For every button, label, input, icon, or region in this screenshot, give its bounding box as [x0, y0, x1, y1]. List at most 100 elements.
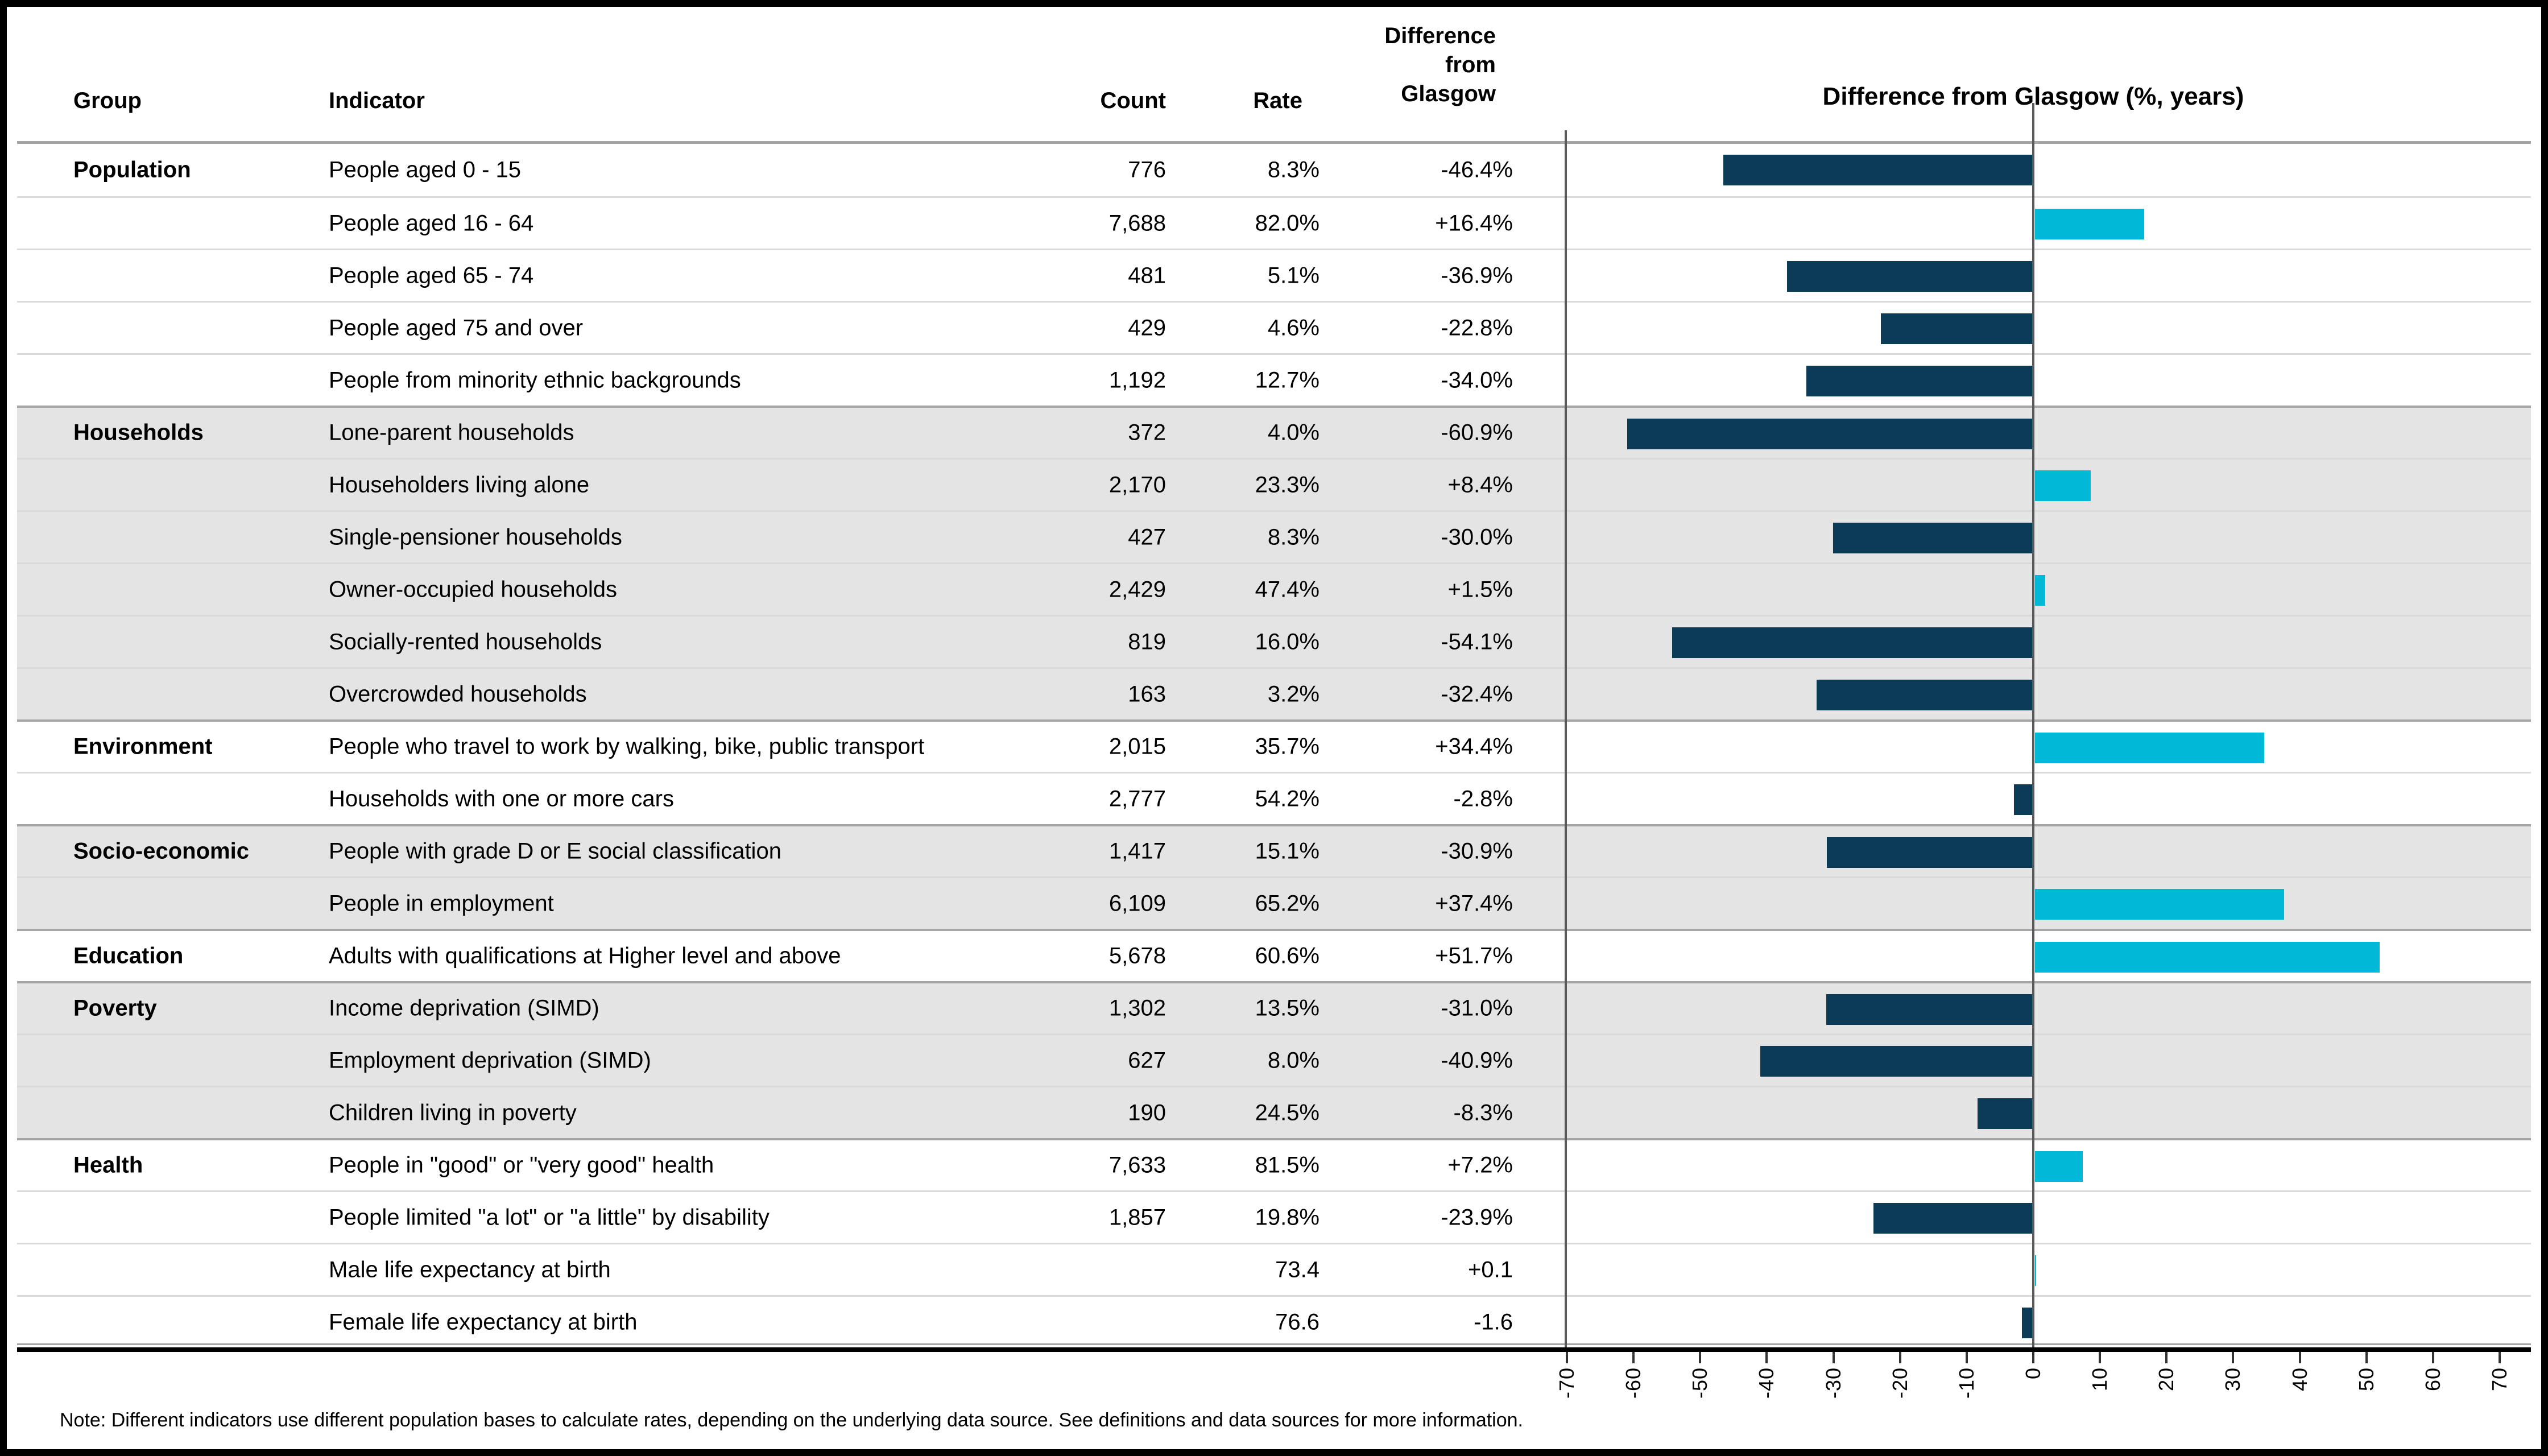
table-row: People from minority ethnic backgrounds 1… [17, 353, 2531, 406]
difference-value: -34.0% [1441, 367, 1513, 392]
indicator-label: People from minority ethnic backgrounds [329, 367, 741, 392]
axis-tick [1632, 1352, 1635, 1363]
column-header-count: Count [1100, 88, 1166, 113]
indicator-label: Adults with qualifications at Higher lev… [329, 943, 841, 969]
table-row: Socially-rented households 819 16.0% -54.1% [17, 615, 2531, 667]
axis-tick-label: -50 [1688, 1367, 1712, 1399]
indicator-label: Overcrowded households [329, 681, 587, 706]
difference-value: -22.8% [1441, 315, 1513, 340]
count-value: 2,015 [1108, 734, 1166, 759]
difference-bar [2035, 942, 2380, 973]
difference-value: +34.4% [1435, 734, 1513, 759]
indicator-label: People with grade D or E social classifi… [329, 838, 781, 864]
axis-tick-label: 30 [2221, 1367, 2245, 1392]
column-header-indicator: Indicator [329, 88, 425, 113]
chart-x-axis-line [17, 1347, 2531, 1352]
table-row: People in employment 6,109 65.2% +37.4% [17, 876, 2531, 929]
table-row: People aged 75 and over 429 4.6% -22.8% [17, 301, 2531, 353]
group-label: Population [73, 157, 191, 183]
count-value: 819 [1128, 629, 1166, 654]
rate-value: 19.8% [1255, 1205, 1320, 1230]
count-value: 5,678 [1108, 943, 1166, 969]
indicator-label: Female life expectancy at birth [329, 1309, 638, 1334]
axis-tick-label: -20 [1888, 1367, 1912, 1399]
axis-tick [2099, 1352, 2102, 1363]
group-label: Socio-economic [73, 838, 249, 864]
table-row: Householders living alone 2,170 23.3% +8.4% [17, 458, 2531, 510]
rate-value: 76.6 [1275, 1309, 1320, 1334]
rate-value: 82.0% [1255, 210, 1320, 235]
header-underline [17, 141, 2531, 144]
count-value: 1,192 [1108, 367, 1166, 392]
indicator-label: People in employment [329, 891, 554, 916]
difference-value: -32.4% [1441, 681, 1513, 706]
difference-bar [1723, 155, 2033, 185]
axis-tick [2232, 1352, 2235, 1363]
difference-value: -8.3% [1453, 1100, 1513, 1125]
column-header-difference-line1: Difference [1384, 23, 1496, 48]
rate-value: 8.0% [1267, 1048, 1320, 1073]
difference-value: +1.5% [1447, 577, 1513, 602]
table-row: People aged 16 - 64 7,688 82.0% +16.4% [17, 196, 2531, 249]
indicator-label: People in "good" or "very good" health [329, 1152, 714, 1178]
difference-bar [1760, 1046, 2033, 1077]
difference-value: +7.2% [1447, 1152, 1513, 1178]
rate-value: 15.1% [1255, 838, 1320, 864]
difference-bar [2035, 889, 2285, 920]
table-row: Overcrowded households 163 3.2% -32.4% [17, 667, 2531, 719]
table-row: Households Lone-parent households 372 4.0% -… [17, 406, 2531, 458]
axis-tick-label: 50 [2354, 1367, 2378, 1392]
difference-bar [2014, 784, 2033, 815]
difference-bar [1827, 837, 2033, 868]
count-value: 2,777 [1108, 786, 1166, 811]
rate-value: 5.1% [1267, 263, 1320, 288]
table-row: Socio-economic People with grade D or E s… [17, 824, 2531, 876]
rate-value: 4.0% [1267, 420, 1320, 445]
indicator-label: People aged 75 and over [329, 315, 584, 340]
axis-tick [2499, 1352, 2501, 1363]
axis-tick-label: 20 [2154, 1367, 2178, 1392]
indicator-label: Lone-parent households [329, 420, 574, 445]
difference-bar [2035, 209, 2145, 239]
difference-value: -46.4% [1441, 157, 1513, 183]
axis-tick [1765, 1352, 1768, 1363]
table-row: Children living in poverty 190 24.5% -8.3% [17, 1086, 2531, 1138]
difference-bar [2035, 733, 2264, 763]
group-label: Health [73, 1152, 143, 1178]
indicator-label: Owner-occupied households [329, 577, 617, 602]
rate-value: 8.3% [1267, 524, 1320, 549]
count-value: 627 [1128, 1048, 1166, 1073]
rate-value: 16.0% [1255, 629, 1320, 654]
count-value: 190 [1128, 1100, 1166, 1125]
table-row: Owner-occupied households 2,429 47.4% +1.5% [17, 562, 2531, 615]
indicator-label: Households with one or more cars [329, 786, 674, 811]
indicator-label: People aged 16 - 64 [329, 210, 534, 235]
count-value: 1,302 [1108, 995, 1166, 1021]
table-row: Education Adults with qualifications at H… [17, 929, 2531, 981]
difference-bar [1806, 366, 2033, 396]
difference-value: -31.0% [1441, 995, 1513, 1021]
difference-value: -1.6 [1474, 1309, 1513, 1334]
axis-tick [2165, 1352, 2168, 1363]
difference-value: +0.1 [1468, 1257, 1513, 1282]
difference-bar [1833, 523, 2033, 553]
axis-tick-label: 70 [2488, 1367, 2511, 1392]
difference-value: -40.9% [1441, 1048, 1513, 1073]
table-bottom-rule [17, 1343, 2531, 1345]
group-label: Households [73, 420, 204, 445]
difference-value: -36.9% [1441, 263, 1513, 288]
axis-tick-label: 10 [2088, 1367, 2112, 1392]
axis-tick [2032, 1352, 2034, 1363]
rate-value: 65.2% [1255, 891, 1320, 916]
rate-value: 24.5% [1255, 1100, 1320, 1125]
table-row: People limited "a lot" or "a little" by … [17, 1190, 2531, 1243]
axis-tick-label: -70 [1555, 1367, 1578, 1399]
footnote: Note: Different indicators use different… [60, 1409, 1523, 1431]
indicator-label: People who travel to work by walking, bi… [329, 734, 925, 759]
axis-tick [1965, 1352, 1968, 1363]
column-header-difference-line3: Glasgow [1401, 81, 1496, 106]
difference-bar [2035, 1151, 2083, 1182]
axis-tick-label: -30 [1821, 1367, 1845, 1399]
difference-bar [1786, 261, 2033, 292]
column-header-group: Group [73, 88, 142, 113]
